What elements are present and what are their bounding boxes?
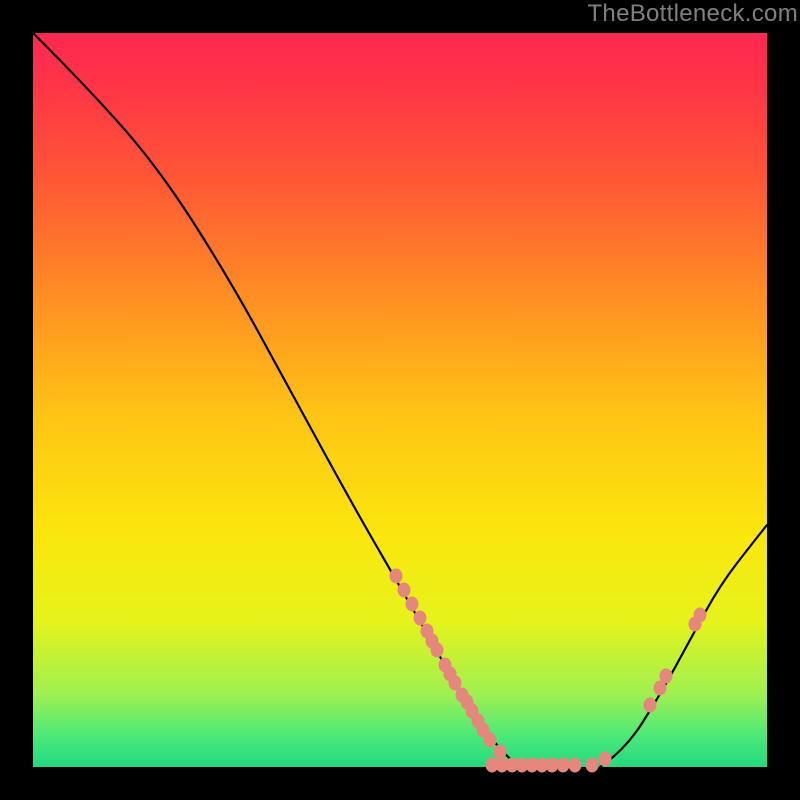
chart-marker xyxy=(390,569,402,583)
chart-marker xyxy=(546,758,558,772)
chart-marker xyxy=(694,608,706,622)
chart-marker xyxy=(484,733,496,747)
chart-marker xyxy=(406,597,418,611)
chart-marker xyxy=(586,758,598,772)
chart-marker xyxy=(557,758,569,772)
chart-plot-area xyxy=(33,33,767,767)
bottleneck-chart-svg xyxy=(0,0,800,800)
chart-marker xyxy=(494,745,506,759)
chart-marker xyxy=(644,698,656,712)
chart-stage: TheBottleneck.com xyxy=(0,0,800,800)
chart-marker xyxy=(569,758,581,772)
chart-marker xyxy=(398,583,410,597)
chart-marker xyxy=(414,611,426,625)
chart-marker xyxy=(449,676,461,690)
watermark-label: TheBottleneck.com xyxy=(587,0,798,28)
chart-marker xyxy=(431,643,443,657)
chart-marker xyxy=(660,669,672,683)
chart-marker xyxy=(599,752,611,766)
